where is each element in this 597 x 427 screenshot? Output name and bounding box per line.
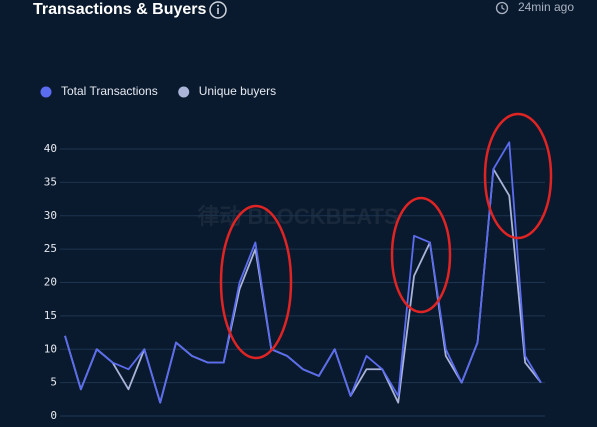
annotations xyxy=(219,112,553,360)
y-tick-label: 15 xyxy=(44,309,57,322)
y-tick-label: 5 xyxy=(50,376,57,389)
legend-label: Unique buyers xyxy=(199,84,276,98)
y-tick-label: 30 xyxy=(44,209,57,222)
y-tick-label: 0 xyxy=(50,409,57,422)
legend-swatch xyxy=(178,86,190,98)
watermark: 律动 BLOCKBEATS xyxy=(197,204,398,229)
info-circle xyxy=(209,1,227,19)
y-tick-label: 40 xyxy=(44,142,57,155)
info-icon[interactable] xyxy=(209,1,227,19)
y-tick-label: 20 xyxy=(44,276,57,289)
legend-label: Total Transactions xyxy=(61,84,158,98)
clock-circle xyxy=(495,1,509,15)
y-tick-label: 25 xyxy=(44,242,57,255)
series-line xyxy=(64,141,542,404)
highlight-ellipse xyxy=(483,112,553,240)
legend: Total Transactions Unique buyers xyxy=(40,84,276,98)
clock-hands xyxy=(501,5,505,11)
plot: 0 5 10 15 20 25 30 35 40 xyxy=(44,141,545,422)
info-dot xyxy=(217,4,219,7)
y-tick-label: 10 xyxy=(44,342,57,355)
chart-title: Transactions & Buyers xyxy=(33,1,207,18)
highlight-ellipse xyxy=(219,204,293,360)
highlight-ellipse xyxy=(390,196,452,314)
updated-time: 24min ago xyxy=(518,0,574,14)
y-tick-label: 35 xyxy=(44,175,57,188)
legend-swatch xyxy=(40,86,52,98)
clock-icon xyxy=(495,1,509,15)
